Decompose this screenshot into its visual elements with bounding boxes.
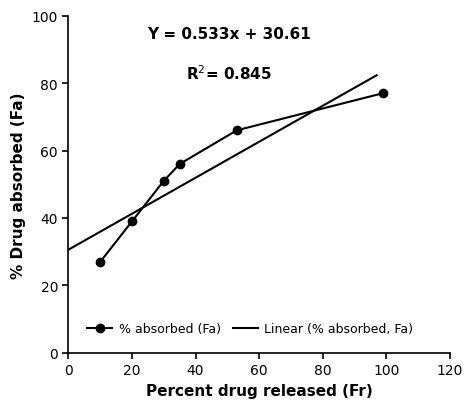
% absorbed (Fa) xyxy=(97,260,103,265)
Y-axis label: % Drug absorbed (Fa): % Drug absorbed (Fa) xyxy=(11,92,26,278)
X-axis label: Percent drug released (Fr): Percent drug released (Fr) xyxy=(146,383,373,398)
Line: % absorbed (Fa): % absorbed (Fa) xyxy=(96,90,387,266)
% absorbed (Fa) xyxy=(129,219,135,224)
% absorbed (Fa) xyxy=(177,162,182,167)
Legend: % absorbed (Fa), Linear (% absorbed, Fa): % absorbed (Fa), Linear (% absorbed, Fa) xyxy=(82,317,419,340)
Text: R$^2$= 0.845: R$^2$= 0.845 xyxy=(185,64,272,82)
% absorbed (Fa) xyxy=(380,92,386,97)
% absorbed (Fa) xyxy=(234,128,240,133)
Text: Y = 0.533x + 30.61: Y = 0.533x + 30.61 xyxy=(147,27,310,42)
% absorbed (Fa) xyxy=(161,179,167,184)
